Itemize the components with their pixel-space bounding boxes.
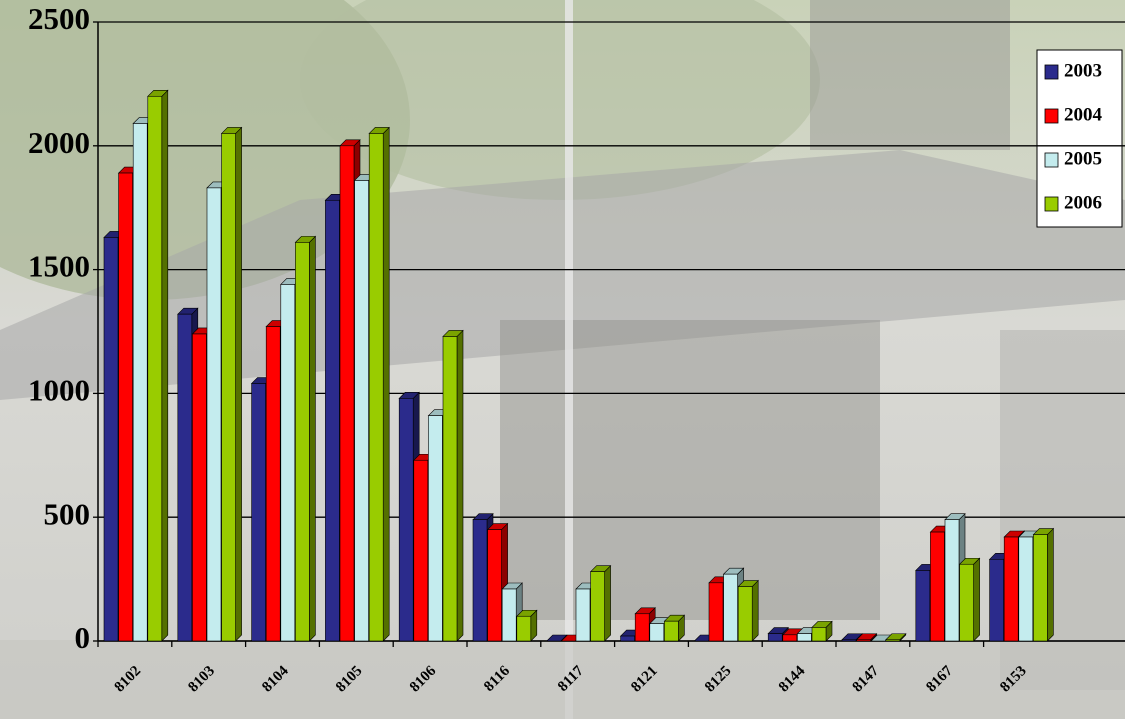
bar — [325, 200, 339, 641]
legend-swatch — [1045, 197, 1058, 211]
legend-swatch — [1045, 65, 1058, 79]
bar — [502, 589, 516, 641]
bar — [857, 640, 871, 641]
bar — [621, 636, 635, 641]
bar-side — [162, 90, 168, 641]
bar — [473, 520, 487, 641]
legend: 2003 2004 2005 2006 — [1037, 50, 1122, 227]
bar — [591, 572, 605, 641]
bar — [886, 640, 900, 641]
bar — [709, 583, 723, 641]
bar — [768, 634, 782, 641]
y-tick-label: 1500 — [28, 249, 90, 284]
bar — [222, 133, 236, 641]
bar — [724, 574, 738, 641]
bar — [133, 124, 147, 641]
legend-swatch — [1045, 109, 1058, 123]
legend-label: 2003 — [1064, 60, 1102, 81]
legend-label: 2006 — [1064, 192, 1102, 213]
bar — [812, 627, 826, 641]
bar — [295, 242, 309, 641]
bar-side — [457, 330, 463, 641]
bar — [990, 559, 1004, 641]
legend-label: 2005 — [1064, 148, 1102, 169]
bar — [355, 180, 369, 641]
bar — [797, 634, 811, 641]
bar — [576, 589, 590, 641]
bar — [281, 284, 295, 641]
bar-side — [605, 566, 611, 641]
bar — [192, 334, 206, 641]
bar-side — [974, 558, 980, 641]
bar — [178, 314, 192, 641]
bar — [930, 532, 944, 641]
bar-side — [309, 236, 315, 641]
bar-side — [383, 127, 389, 641]
bar — [443, 336, 457, 641]
bar — [148, 96, 162, 641]
bar-side — [236, 127, 242, 641]
bar — [1019, 537, 1033, 641]
y-tick-label: 2500 — [28, 1, 90, 36]
bar — [399, 398, 413, 641]
bar-side — [752, 581, 758, 641]
y-tick-label: 500 — [44, 496, 91, 531]
bar — [1033, 535, 1047, 641]
y-tick-label: 2000 — [28, 125, 90, 160]
bar — [842, 640, 856, 641]
bar — [104, 237, 118, 641]
y-tick-label: 1000 — [28, 373, 90, 408]
bar — [428, 416, 442, 641]
legend-label: 2004 — [1064, 104, 1103, 125]
bar — [738, 587, 752, 641]
bar — [369, 133, 383, 641]
bar — [783, 635, 797, 641]
bar — [664, 621, 678, 641]
bar — [207, 188, 221, 641]
bar — [488, 530, 502, 641]
bar — [945, 520, 959, 641]
bar — [635, 614, 649, 641]
bar — [960, 564, 974, 641]
bar — [414, 460, 428, 641]
bar — [119, 173, 133, 641]
bar-side — [1047, 529, 1053, 641]
chart: 2003200420052006 05001000150020002500810… — [0, 0, 1125, 719]
bar — [517, 616, 531, 641]
page: {"chart_data": {"type": "bar3d", "catego… — [0, 0, 1125, 719]
bar — [252, 383, 266, 641]
bar — [266, 327, 280, 641]
y-tick-label: 0 — [75, 620, 91, 655]
bar — [340, 146, 354, 641]
bar — [1004, 537, 1018, 641]
legend-swatch — [1045, 153, 1058, 167]
bar — [916, 570, 930, 641]
bar — [650, 624, 664, 641]
